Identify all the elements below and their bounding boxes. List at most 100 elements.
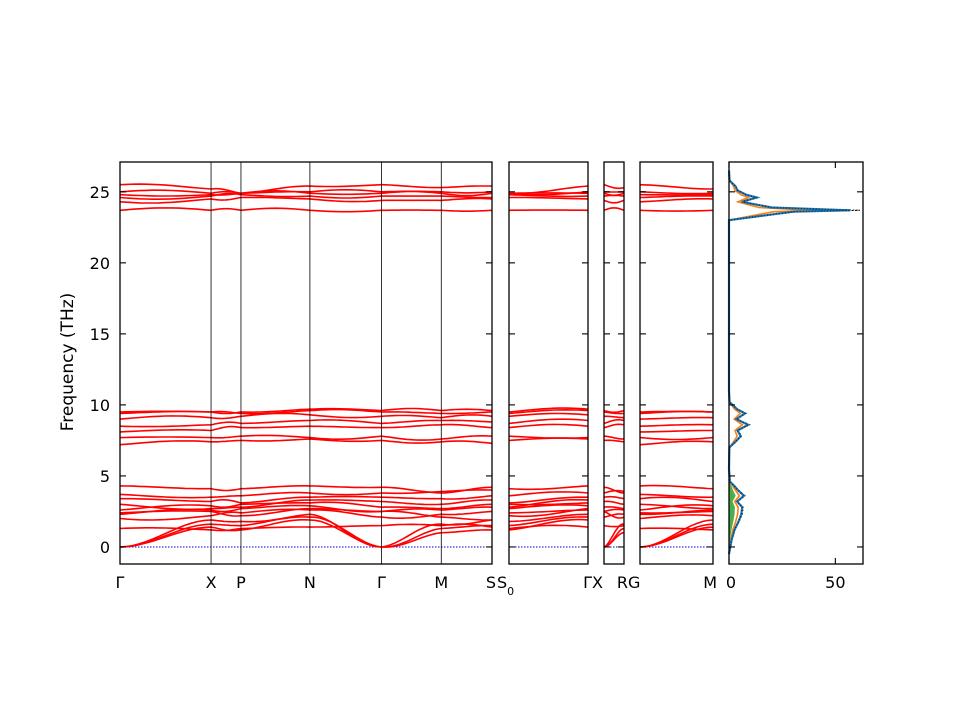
band-line — [603, 423, 625, 429]
band-line — [639, 504, 714, 511]
band-line — [603, 409, 625, 414]
band-line — [508, 435, 589, 439]
band-line — [508, 407, 589, 413]
band-line — [639, 198, 714, 203]
partial-dos-dotted — [728, 170, 860, 555]
x-tick-label: X — [592, 573, 603, 592]
band-line — [508, 504, 589, 510]
band-line — [603, 510, 625, 519]
partial-dos-fill — [729, 467, 736, 555]
band-line — [639, 209, 714, 212]
band-line — [640, 510, 714, 514]
band-line — [639, 410, 714, 413]
band-line — [508, 502, 589, 506]
y-axis-label: Frequency (THz) — [58, 293, 78, 432]
band-line — [508, 485, 589, 491]
band-line — [639, 423, 714, 427]
band-line — [639, 527, 714, 531]
dos-panel: 0 50 — [726, 161, 864, 592]
band-line — [508, 496, 588, 504]
band-line — [508, 423, 589, 429]
x-tick-label: Γ — [116, 573, 125, 592]
band-line — [603, 207, 625, 212]
band-line — [603, 527, 625, 548]
band-line — [508, 408, 589, 415]
band-line — [603, 500, 625, 506]
band-line — [603, 523, 625, 548]
x-tick-label: Γ — [583, 573, 592, 592]
band-line — [508, 518, 589, 531]
band-line — [639, 195, 714, 199]
band-line — [604, 435, 624, 440]
y-tick-label: 0 — [100, 538, 110, 557]
panel-frame — [603, 161, 625, 565]
x-tick-label: M — [703, 573, 717, 592]
panel-frame — [639, 161, 714, 565]
band-line — [604, 415, 625, 419]
band-line — [603, 192, 625, 197]
band-line — [119, 516, 492, 548]
band-line — [603, 486, 625, 494]
band-line — [508, 498, 589, 508]
band-line — [508, 412, 589, 418]
y-tick-label: 20 — [90, 254, 110, 273]
x-tick-label: X — [206, 573, 217, 592]
band-line — [508, 524, 589, 530]
band-line — [639, 514, 714, 520]
band-line — [603, 513, 625, 518]
band-line — [639, 191, 714, 195]
band-line — [603, 418, 625, 425]
band-line — [639, 436, 714, 441]
x-tick-label: S — [486, 573, 496, 592]
x-tick-label: N — [304, 573, 316, 592]
band-line — [639, 503, 713, 510]
band-line — [119, 412, 493, 420]
x-tick-label: G — [628, 573, 640, 592]
band-line — [603, 508, 625, 513]
band-line — [639, 416, 714, 420]
band-line — [639, 496, 714, 503]
band-line — [508, 418, 589, 425]
band-line — [508, 193, 589, 198]
band-line — [509, 196, 589, 200]
band-line — [603, 439, 625, 443]
total-dos-dots — [728, 170, 851, 555]
y-tick-label: 15 — [90, 325, 110, 344]
band-line — [603, 183, 625, 190]
band-line — [603, 495, 625, 500]
band-line — [603, 506, 625, 510]
band-line — [508, 507, 589, 518]
band-line — [640, 429, 713, 433]
band-line — [603, 199, 625, 204]
y-tick-label: 10 — [90, 396, 110, 415]
partial-dos-line — [728, 170, 814, 555]
band-panel-2: S0 Γ — [497, 161, 592, 598]
band-panel-1: 0 5 10 15 20 25 Γ X P N Γ M S — [90, 161, 496, 592]
band-line — [119, 207, 493, 213]
band-line — [508, 516, 589, 527]
x-tick-label: Γ — [377, 573, 386, 592]
band-line — [639, 493, 714, 499]
y-tick-label: 5 — [100, 467, 110, 486]
band-line — [508, 491, 589, 497]
dos-x-tick-label: 50 — [825, 573, 845, 592]
dos-x-tick-label: 0 — [726, 573, 736, 592]
band-line — [639, 519, 714, 548]
band-line — [603, 524, 625, 528]
band-line — [508, 185, 589, 195]
band-line — [508, 513, 589, 523]
dos-frame — [728, 161, 864, 565]
x-tick-label: P — [236, 573, 246, 592]
band-line — [603, 411, 625, 415]
band-line — [639, 484, 714, 490]
band-line — [639, 183, 713, 190]
panel-frame — [508, 161, 589, 565]
panel-frame — [119, 161, 493, 565]
total-dos-line — [727, 170, 851, 555]
x-tick-label: S0 — [497, 573, 514, 598]
band-line — [639, 440, 714, 446]
